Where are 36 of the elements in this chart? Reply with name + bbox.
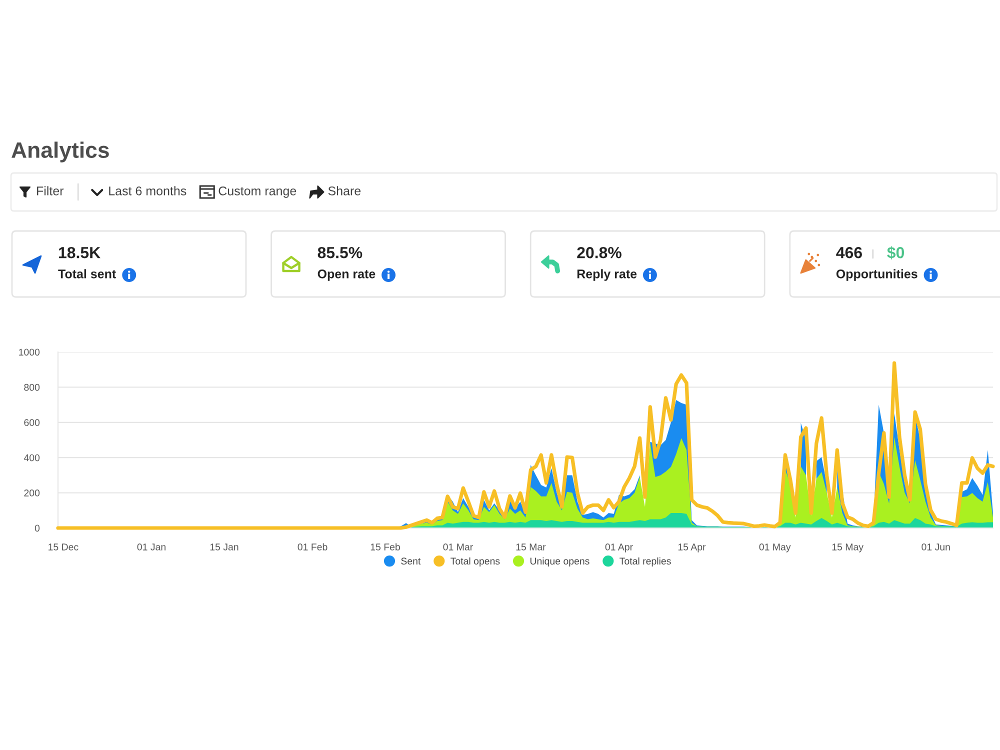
legend-label: Sent: [401, 558, 421, 565]
text: Last 6 months: [109, 186, 186, 196]
y-tick-label: 1000: [19, 348, 40, 356]
y-tick-label: 600: [24, 419, 40, 426]
legend-label: Total replies: [620, 557, 671, 566]
x-tick-label: 15 Jan: [210, 544, 238, 550]
legend-label: Total opens: [450, 557, 500, 566]
x-tick-label: 01 Feb: [298, 543, 328, 550]
y-tick-label: 400: [24, 454, 40, 462]
text: Reply rate: [577, 269, 637, 281]
text: Share: [328, 186, 361, 196]
x-tick-label: 15 May: [832, 544, 864, 552]
text: Total sent: [58, 269, 116, 278]
x-tick-label: 15 Dec: [48, 544, 78, 550]
text: Filter: [37, 186, 64, 196]
y-tick-label: 0: [34, 524, 40, 532]
x-tick-label: 01 Jun: [922, 544, 950, 550]
x-tick-label: 01 Apr: [605, 544, 633, 552]
text: 466: [836, 246, 862, 258]
x-tick-label: 01 Jan: [137, 544, 166, 550]
x-tick-label: 01 Mar: [443, 544, 473, 550]
x-tick-label: 15 Mar: [516, 544, 546, 550]
x-tick-label: 01 May: [759, 544, 791, 552]
text: Open rate: [318, 270, 376, 281]
text: 20.8%: [577, 246, 622, 258]
text: $0: [887, 246, 904, 260]
text: 85.5%: [318, 246, 362, 258]
x-tick-label: 15 Feb: [370, 543, 400, 550]
text: 18.5K: [59, 246, 100, 258]
text: Analytics: [12, 142, 109, 162]
y-tick-label: 800: [24, 384, 40, 391]
x-tick-label: 15 Apr: [678, 544, 706, 552]
text: Opportunities: [836, 269, 918, 281]
text: Custom range: [218, 186, 296, 198]
y-tick-label: 200: [24, 490, 40, 496]
legend-label: Unique opens: [530, 557, 590, 566]
